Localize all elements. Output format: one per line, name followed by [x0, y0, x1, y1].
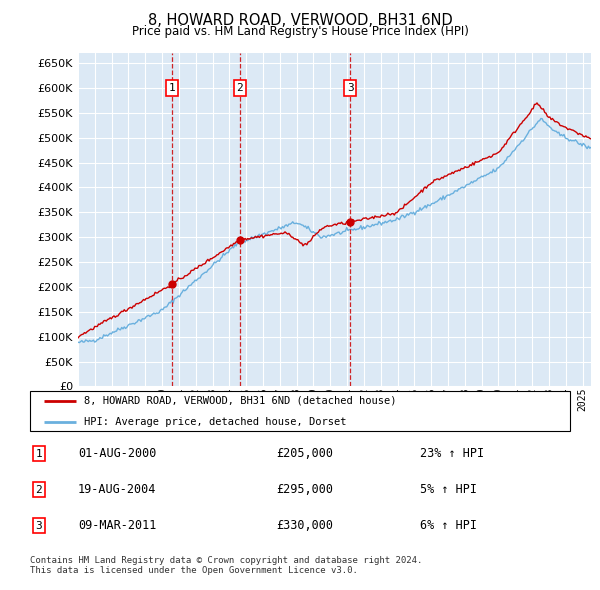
Text: 3: 3	[35, 520, 43, 530]
Text: 1: 1	[35, 449, 43, 458]
Text: 23% ↑ HPI: 23% ↑ HPI	[420, 447, 484, 460]
Text: 5% ↑ HPI: 5% ↑ HPI	[420, 483, 477, 496]
Text: 01-AUG-2000: 01-AUG-2000	[78, 447, 157, 460]
Text: £330,000: £330,000	[276, 519, 333, 532]
Text: 3: 3	[347, 83, 353, 93]
Text: 1: 1	[169, 83, 175, 93]
Text: 8, HOWARD ROAD, VERWOOD, BH31 6ND: 8, HOWARD ROAD, VERWOOD, BH31 6ND	[148, 13, 452, 28]
Text: 2: 2	[35, 484, 43, 494]
Text: Contains HM Land Registry data © Crown copyright and database right 2024.
This d: Contains HM Land Registry data © Crown c…	[30, 556, 422, 575]
Text: 09-MAR-2011: 09-MAR-2011	[78, 519, 157, 532]
Text: HPI: Average price, detached house, Dorset: HPI: Average price, detached house, Dors…	[84, 417, 347, 427]
Text: 2: 2	[236, 83, 244, 93]
Text: £205,000: £205,000	[276, 447, 333, 460]
FancyBboxPatch shape	[30, 391, 570, 431]
Text: 6% ↑ HPI: 6% ↑ HPI	[420, 519, 477, 532]
Text: 19-AUG-2004: 19-AUG-2004	[78, 483, 157, 496]
Text: Price paid vs. HM Land Registry's House Price Index (HPI): Price paid vs. HM Land Registry's House …	[131, 25, 469, 38]
Text: £295,000: £295,000	[276, 483, 333, 496]
Text: 8, HOWARD ROAD, VERWOOD, BH31 6ND (detached house): 8, HOWARD ROAD, VERWOOD, BH31 6ND (detac…	[84, 396, 397, 405]
